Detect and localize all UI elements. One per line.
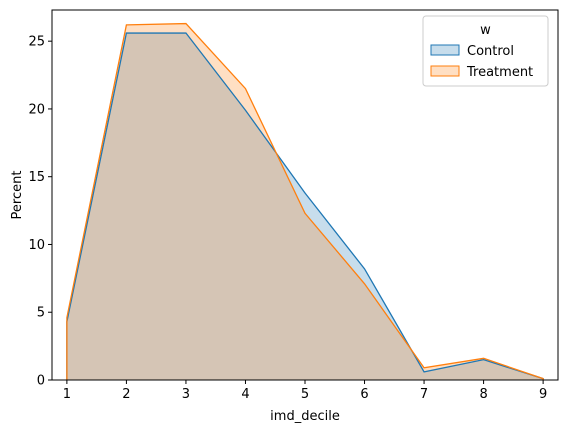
y-tick-label: 15 xyxy=(28,170,45,185)
axes: 1 2 3 4 5 6 7 8 9 0 5 10 15 20 25 imd_decile Percent xyxy=(10,9,559,424)
y-tick-label: 5 xyxy=(37,306,45,321)
area-fill-control xyxy=(66,33,544,380)
x-tick-label: 9 xyxy=(539,387,547,402)
y-axis-ticks: 0 5 10 15 20 25 xyxy=(28,35,52,389)
area-fill-treatment xyxy=(66,23,544,381)
y-tick-label: 0 xyxy=(37,374,45,389)
y-tick-label: 20 xyxy=(28,102,45,117)
area-line-treatment xyxy=(66,22,544,380)
x-tick-label: 4 xyxy=(241,387,249,402)
y-tick-label: 25 xyxy=(28,35,45,50)
x-tick-label: 5 xyxy=(301,387,309,402)
legend-frame xyxy=(422,15,549,87)
x-axis-label: imd_decile xyxy=(270,409,340,424)
x-axis-ticks: 1 2 3 4 5 6 7 8 9 xyxy=(63,380,547,402)
x-tick-label: 3 xyxy=(182,387,190,402)
y-axis-label: Percent xyxy=(10,171,25,220)
x-tick-label: 8 xyxy=(479,387,487,402)
legend-items: Control Treatment xyxy=(430,44,533,80)
x-tick-label: 1 xyxy=(63,387,71,402)
series-areas xyxy=(66,23,544,381)
series-lines xyxy=(66,22,544,380)
legend-swatch-control xyxy=(430,44,460,56)
legend-swatch-treatment xyxy=(430,65,460,77)
legend-title: w xyxy=(480,23,491,38)
x-tick-label: 7 xyxy=(420,387,428,402)
legend: w Control Treatment xyxy=(422,15,549,87)
y-tick-label: 10 xyxy=(28,238,45,253)
area-line-control xyxy=(66,32,544,380)
legend-label-control: Control xyxy=(467,44,514,59)
x-tick-label: 2 xyxy=(122,387,130,402)
x-tick-label: 6 xyxy=(360,387,368,402)
legend-label-treatment: Treatment xyxy=(466,65,533,80)
